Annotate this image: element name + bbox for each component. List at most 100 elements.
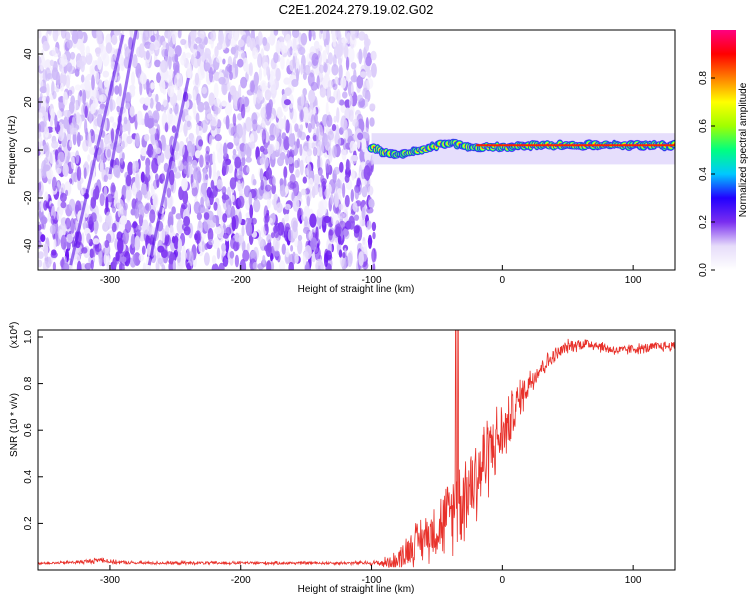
noise-blob	[353, 225, 360, 234]
noise-blob	[123, 205, 127, 218]
noise-blob	[62, 163, 69, 177]
noise-blob	[53, 238, 57, 251]
noise-blob	[222, 161, 229, 175]
noise-blob	[241, 240, 246, 253]
noise-blob	[160, 173, 166, 182]
noise-blob	[89, 85, 97, 101]
noise-blob	[131, 233, 135, 249]
noise-blob	[241, 52, 247, 59]
noise-blob	[38, 136, 43, 153]
noise-blob	[308, 137, 313, 150]
noise-streak	[69, 34, 125, 266]
noise-blob	[310, 237, 318, 251]
noise-blob	[109, 116, 115, 123]
noise-blob	[39, 86, 48, 94]
noise-blob	[51, 46, 60, 58]
noise-blob	[103, 134, 110, 145]
colorbar-label: Normalized spectral amplitude	[738, 82, 749, 217]
noise-blob	[125, 102, 131, 110]
noise-blob	[52, 30, 59, 42]
noise-blob	[140, 147, 148, 157]
noise-blob	[367, 185, 374, 196]
noise-blob	[362, 87, 368, 99]
noise-blob	[361, 206, 366, 220]
noise-blob	[316, 75, 320, 90]
noise-blob	[103, 79, 110, 88]
noise-blob	[131, 54, 138, 68]
noise-blob	[240, 76, 248, 89]
noise-blob	[74, 68, 80, 77]
noise-blob	[186, 155, 193, 166]
noise-blob	[230, 237, 236, 250]
noise-blob	[294, 239, 299, 248]
noise-blob	[178, 141, 186, 157]
noise-blob	[334, 223, 342, 237]
noise-blob	[119, 263, 125, 270]
noise-blob	[364, 132, 370, 142]
noise-blob	[241, 95, 246, 105]
noise-blob	[99, 193, 105, 207]
noise-blob	[342, 91, 348, 99]
noise-blob	[214, 46, 219, 58]
noise-blob	[98, 215, 103, 223]
noise-blob	[292, 55, 296, 69]
noise-blob	[361, 240, 368, 252]
noise-blob	[277, 112, 281, 119]
noise-blob	[331, 124, 337, 132]
noise-blob	[209, 214, 217, 228]
noise-blob	[279, 184, 286, 197]
noise-blob	[210, 119, 217, 126]
noise-blob	[359, 215, 363, 228]
noise-blob	[260, 106, 268, 120]
noise-blob	[241, 156, 246, 167]
noise-blob	[315, 226, 319, 242]
noise-blob	[70, 217, 75, 234]
noise-blob	[231, 216, 237, 232]
noise-blob	[79, 90, 83, 97]
noise-blob	[266, 197, 272, 209]
noise-blob	[54, 114, 58, 128]
noise-blob	[363, 165, 371, 181]
noise-blob	[221, 194, 230, 201]
noise-blob	[117, 238, 124, 254]
noise-blob	[60, 82, 64, 92]
noise-blob	[229, 256, 234, 266]
noise-blob	[68, 198, 76, 212]
noise-blob	[344, 45, 349, 59]
noise-blob	[287, 48, 292, 58]
noise-blob	[84, 227, 91, 235]
noise-blob	[78, 62, 84, 69]
noise-blob	[92, 98, 99, 108]
noise-blob	[298, 46, 306, 56]
noise-blob	[292, 197, 300, 212]
noise-blob	[216, 56, 222, 63]
noise-blob	[38, 168, 42, 183]
noise-blob	[350, 62, 357, 70]
noise-blob	[46, 73, 53, 80]
noise-blob	[175, 94, 182, 101]
noise-blob	[288, 133, 295, 148]
noise-blob	[50, 215, 55, 225]
noise-blob	[153, 30, 158, 35]
noise-blob	[280, 55, 285, 70]
noise-blob	[92, 238, 100, 245]
noise-blob	[160, 104, 165, 112]
noise-blob	[221, 186, 227, 195]
noise-blob	[333, 166, 340, 175]
noise-blob	[210, 179, 215, 190]
noise-blob	[62, 91, 68, 106]
noise-blob	[245, 156, 252, 163]
noise-blob	[149, 209, 156, 224]
noise-blob	[180, 38, 187, 46]
noise-blob	[141, 183, 148, 196]
noise-blob	[55, 84, 60, 93]
noise-blob	[218, 262, 225, 270]
noise-blob	[194, 150, 201, 159]
noise-blob	[80, 74, 85, 83]
noise-blob	[113, 30, 121, 36]
noise-blob	[203, 252, 210, 266]
noise-blob	[300, 32, 308, 46]
noise-blob	[66, 39, 73, 49]
noise-blob	[45, 256, 52, 268]
noise-blob	[367, 237, 373, 245]
